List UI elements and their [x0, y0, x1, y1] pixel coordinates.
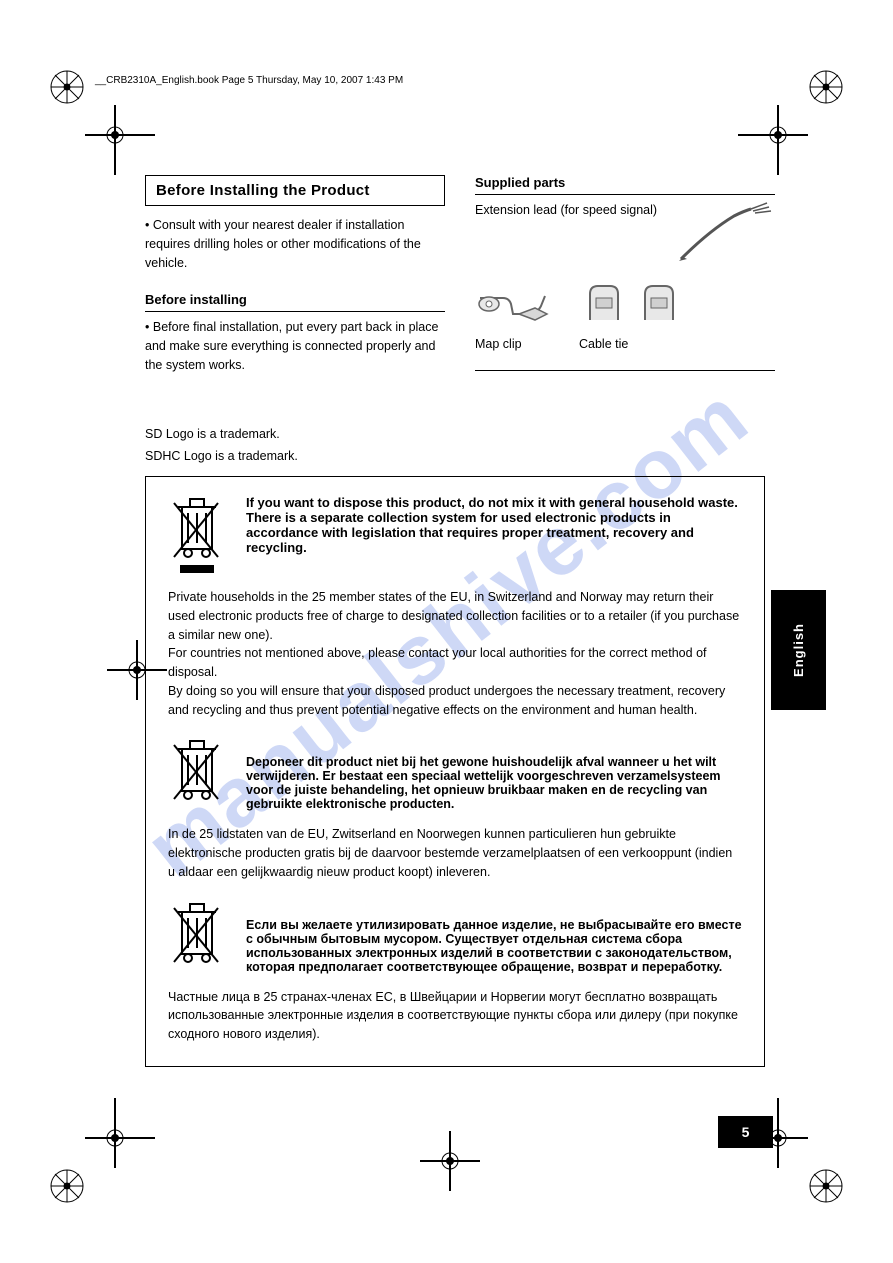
accessory-label-cable-tie: Cable tie: [579, 335, 628, 354]
section-title-text: Before Installing the Product: [156, 182, 434, 199]
weee-para-2: For countries not mentioned above, pleas…: [168, 644, 742, 682]
accessory-label-map-clip: Map clip: [475, 335, 522, 354]
crop-mark-bottom-mid: [420, 1131, 480, 1191]
page-number: 5: [718, 1116, 773, 1148]
body-text: Consult with your nearest dealer if inst…: [145, 218, 421, 270]
sub-head-supplied-parts: Supplied parts: [475, 175, 775, 190]
weee-bin-icon: [168, 900, 228, 975]
divider-rule: [145, 311, 445, 312]
sub-head-before-installing: Before installing: [145, 292, 445, 307]
bullet: •: [145, 320, 149, 334]
extension-lead-icon: [679, 201, 775, 266]
crop-mark-top-right: [738, 65, 848, 175]
page-number-value: 5: [742, 1124, 750, 1140]
divider-rule: [475, 370, 775, 371]
weee-sub-ru: Если вы желаете утилизировать данное изд…: [246, 918, 742, 974]
weee-bin-icon: [168, 737, 228, 812]
crop-mark-bottom-left: [45, 1098, 155, 1208]
weee-bin-icon: [168, 495, 228, 582]
header-filename: __CRB2310A_English.book Page 5 Thursday,…: [95, 75, 403, 86]
map-clip-icon: [475, 280, 555, 331]
accessory-row-1: Extension lead (for speed signal): [475, 201, 775, 266]
before-installing-body: • Consult with your nearest dealer if in…: [145, 216, 445, 272]
crop-mark-bottom-right: [738, 1098, 848, 1208]
weee-ru-para: Частные лица в 25 странах-членах ЕС, в Ш…: [168, 988, 742, 1044]
weee-para-3: By doing so you will ensure that your di…: [168, 682, 742, 720]
weee-para-1: Private households in the 25 member stat…: [168, 588, 742, 644]
trademark-line-1: SD Logo is a trademark.: [145, 425, 775, 444]
weee-title: If you want to dispose this product, do …: [246, 495, 742, 555]
before-installing-sub-body: • Before final installation, put every p…: [145, 318, 445, 374]
cable-tie-icon: [579, 280, 689, 331]
language-tab-label: English: [791, 623, 806, 677]
accessory-row-2: Map clip: [475, 280, 775, 354]
trademarks-block: SD Logo is a trademark. SDHC Logo is a t…: [145, 425, 775, 467]
section-title-before-installing: Before Installing the Product: [145, 175, 445, 206]
divider-rule: [475, 194, 775, 195]
body-text: Before final installation, put every par…: [145, 320, 438, 372]
weee-nl-para: In de 25 lidstaten van de EU, Zwitserlan…: [168, 825, 742, 881]
weee-sub-nl: Deponeer dit product niet bij het gewone…: [246, 755, 742, 811]
bullet: •: [145, 218, 149, 232]
trademark-line-2: SDHC Logo is a trademark.: [145, 447, 775, 466]
accessory-label-lead: Extension lead (for speed signal): [475, 201, 665, 220]
weee-box: If you want to dispose this product, do …: [145, 476, 765, 1067]
language-tab: English: [771, 590, 826, 710]
